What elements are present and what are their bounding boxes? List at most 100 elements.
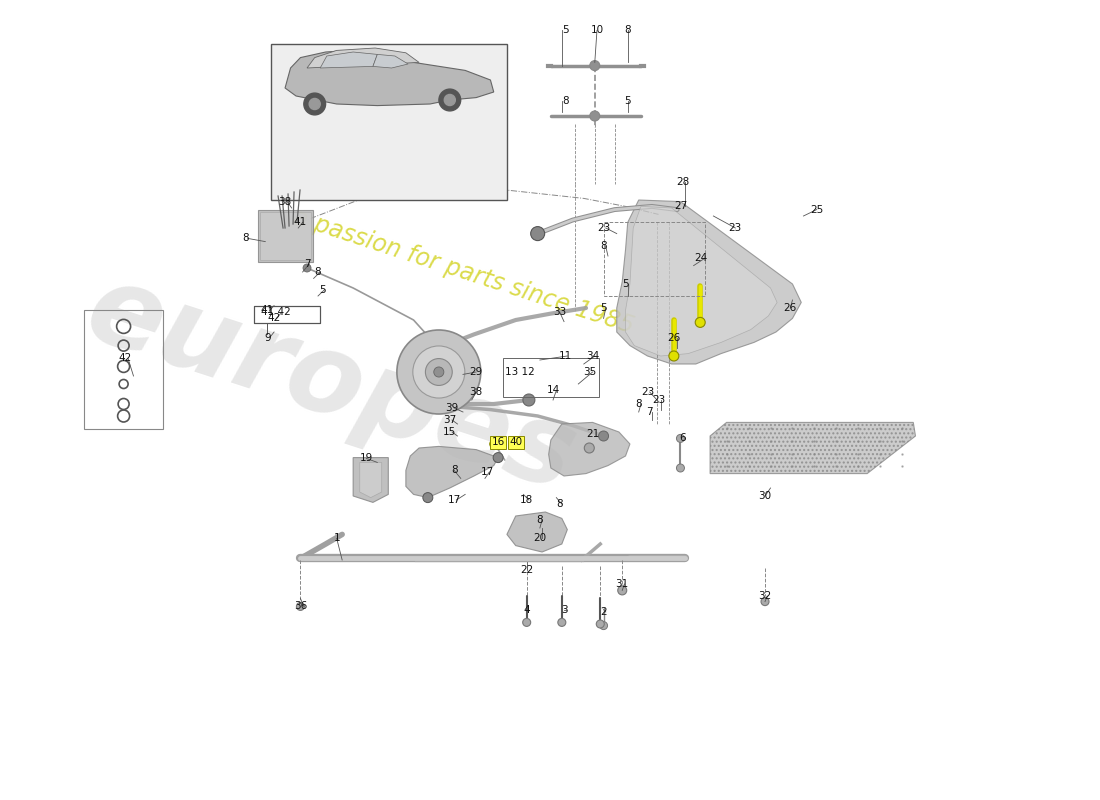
- Polygon shape: [711, 422, 915, 474]
- Bar: [271, 44, 507, 200]
- Circle shape: [530, 226, 544, 241]
- Text: 37: 37: [443, 415, 456, 425]
- Circle shape: [584, 443, 594, 453]
- Text: 8: 8: [601, 242, 607, 251]
- Circle shape: [439, 89, 461, 111]
- Circle shape: [444, 94, 455, 106]
- Text: 8: 8: [562, 96, 569, 106]
- Circle shape: [596, 620, 604, 628]
- Text: 5: 5: [319, 285, 326, 294]
- Text: 5: 5: [562, 26, 569, 35]
- Text: 35: 35: [583, 367, 596, 377]
- Text: 26: 26: [668, 333, 681, 342]
- Polygon shape: [406, 446, 498, 498]
- Bar: [254, 306, 320, 323]
- Circle shape: [598, 431, 608, 441]
- Circle shape: [397, 330, 481, 414]
- Circle shape: [522, 618, 530, 626]
- Polygon shape: [373, 54, 408, 68]
- Text: 38: 38: [470, 387, 483, 397]
- Polygon shape: [320, 52, 377, 68]
- Circle shape: [761, 598, 769, 606]
- Bar: [260, 212, 310, 260]
- Text: 41: 41: [294, 218, 307, 227]
- Text: 22: 22: [520, 565, 534, 574]
- Text: 23: 23: [597, 223, 611, 233]
- Text: 8: 8: [242, 234, 249, 243]
- Text: 15: 15: [443, 427, 456, 437]
- Bar: [254, 306, 320, 323]
- Text: 13 12: 13 12: [505, 367, 535, 377]
- Circle shape: [669, 351, 679, 361]
- Text: 27: 27: [674, 202, 688, 211]
- Circle shape: [695, 318, 705, 327]
- Text: 41: 41: [261, 306, 274, 315]
- Text: 23: 23: [641, 387, 654, 397]
- Text: 23: 23: [652, 395, 666, 405]
- Text: 7: 7: [304, 259, 310, 269]
- Circle shape: [412, 346, 465, 398]
- Text: 11: 11: [559, 351, 572, 361]
- Text: 31: 31: [616, 579, 629, 589]
- Text: 8: 8: [537, 515, 543, 525]
- Text: 7: 7: [647, 407, 653, 417]
- Text: 18: 18: [520, 495, 534, 505]
- Text: 5: 5: [625, 96, 631, 106]
- Text: 29: 29: [470, 367, 483, 377]
- Text: 28: 28: [676, 178, 690, 187]
- Text: 30: 30: [759, 491, 771, 501]
- Text: 33: 33: [553, 307, 566, 317]
- Circle shape: [302, 264, 311, 272]
- Text: 38: 38: [278, 197, 292, 206]
- Text: 40: 40: [509, 438, 522, 447]
- Text: 23: 23: [728, 223, 743, 233]
- Text: 19: 19: [360, 454, 373, 463]
- Circle shape: [558, 618, 565, 626]
- Text: a passion for parts since 1985: a passion for parts since 1985: [289, 206, 637, 338]
- Text: 34: 34: [586, 351, 600, 361]
- Polygon shape: [549, 422, 630, 476]
- Text: europes: europes: [74, 255, 589, 513]
- Text: 3: 3: [561, 605, 568, 614]
- Text: 24: 24: [695, 254, 708, 263]
- Text: 32: 32: [758, 591, 771, 601]
- Circle shape: [493, 453, 503, 462]
- Text: 21: 21: [586, 430, 600, 439]
- Circle shape: [304, 93, 326, 115]
- Polygon shape: [307, 48, 419, 68]
- Circle shape: [490, 440, 497, 448]
- Text: 9: 9: [264, 333, 271, 342]
- Text: 17: 17: [481, 467, 494, 477]
- Bar: [604, 222, 705, 296]
- Circle shape: [426, 358, 452, 386]
- Polygon shape: [360, 462, 382, 498]
- Text: 36: 36: [294, 602, 307, 611]
- Polygon shape: [617, 200, 801, 364]
- Text: 8: 8: [451, 466, 458, 475]
- Text: 2: 2: [601, 607, 607, 617]
- Circle shape: [600, 622, 607, 630]
- Circle shape: [590, 111, 600, 121]
- Polygon shape: [285, 50, 494, 106]
- Text: 41 42: 41 42: [261, 307, 290, 317]
- Text: 17: 17: [448, 495, 461, 505]
- Circle shape: [676, 434, 684, 442]
- Circle shape: [296, 602, 305, 610]
- Text: 39: 39: [446, 403, 459, 413]
- Text: 8: 8: [557, 499, 563, 509]
- Text: 8: 8: [315, 267, 321, 277]
- Text: 8: 8: [636, 399, 642, 409]
- Text: 16: 16: [492, 438, 505, 447]
- Text: 10: 10: [591, 26, 604, 35]
- Text: 42: 42: [267, 314, 280, 323]
- Text: 1: 1: [333, 534, 340, 543]
- Text: 25: 25: [810, 205, 823, 214]
- Circle shape: [522, 394, 535, 406]
- Text: 8: 8: [625, 26, 631, 35]
- Circle shape: [433, 367, 444, 377]
- Bar: [503, 358, 600, 397]
- Text: 42: 42: [118, 354, 131, 363]
- Polygon shape: [626, 206, 777, 356]
- Text: 5: 5: [623, 279, 629, 289]
- Circle shape: [309, 98, 320, 110]
